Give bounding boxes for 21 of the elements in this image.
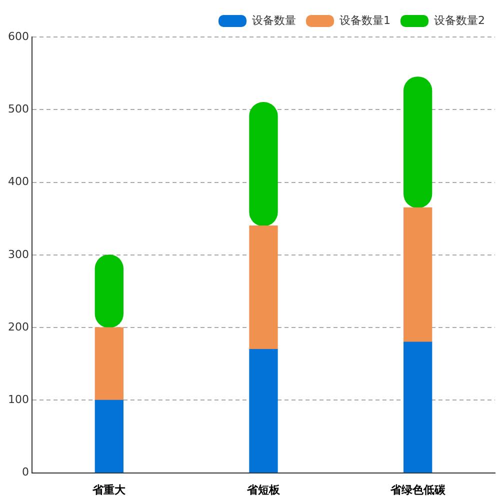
x-tick-label: 省短板 xyxy=(246,483,281,496)
y-tick-label: 300 xyxy=(8,248,29,261)
legend-label: 设备数量1 xyxy=(340,14,391,27)
y-tick-label: 100 xyxy=(8,393,29,406)
bar xyxy=(404,76,432,208)
bar xyxy=(94,400,124,473)
y-tick-label: 0 xyxy=(22,466,29,479)
bar xyxy=(249,226,278,350)
y-tick-label: 600 xyxy=(8,30,29,43)
bar xyxy=(249,348,278,473)
y-tick-label: 500 xyxy=(8,102,29,116)
bar xyxy=(94,327,124,400)
bar xyxy=(404,342,432,473)
x-tick-label: 省重大 xyxy=(92,483,127,496)
y-tick-label: 200 xyxy=(8,320,29,334)
legend-label: 设备数量2 xyxy=(434,14,485,27)
bar xyxy=(404,207,432,342)
x-tick-label: 省绿色低碳 xyxy=(389,483,446,496)
bar xyxy=(249,102,278,226)
legend-label: 设备数量 xyxy=(252,14,296,27)
y-tick-label: 400 xyxy=(8,175,29,188)
